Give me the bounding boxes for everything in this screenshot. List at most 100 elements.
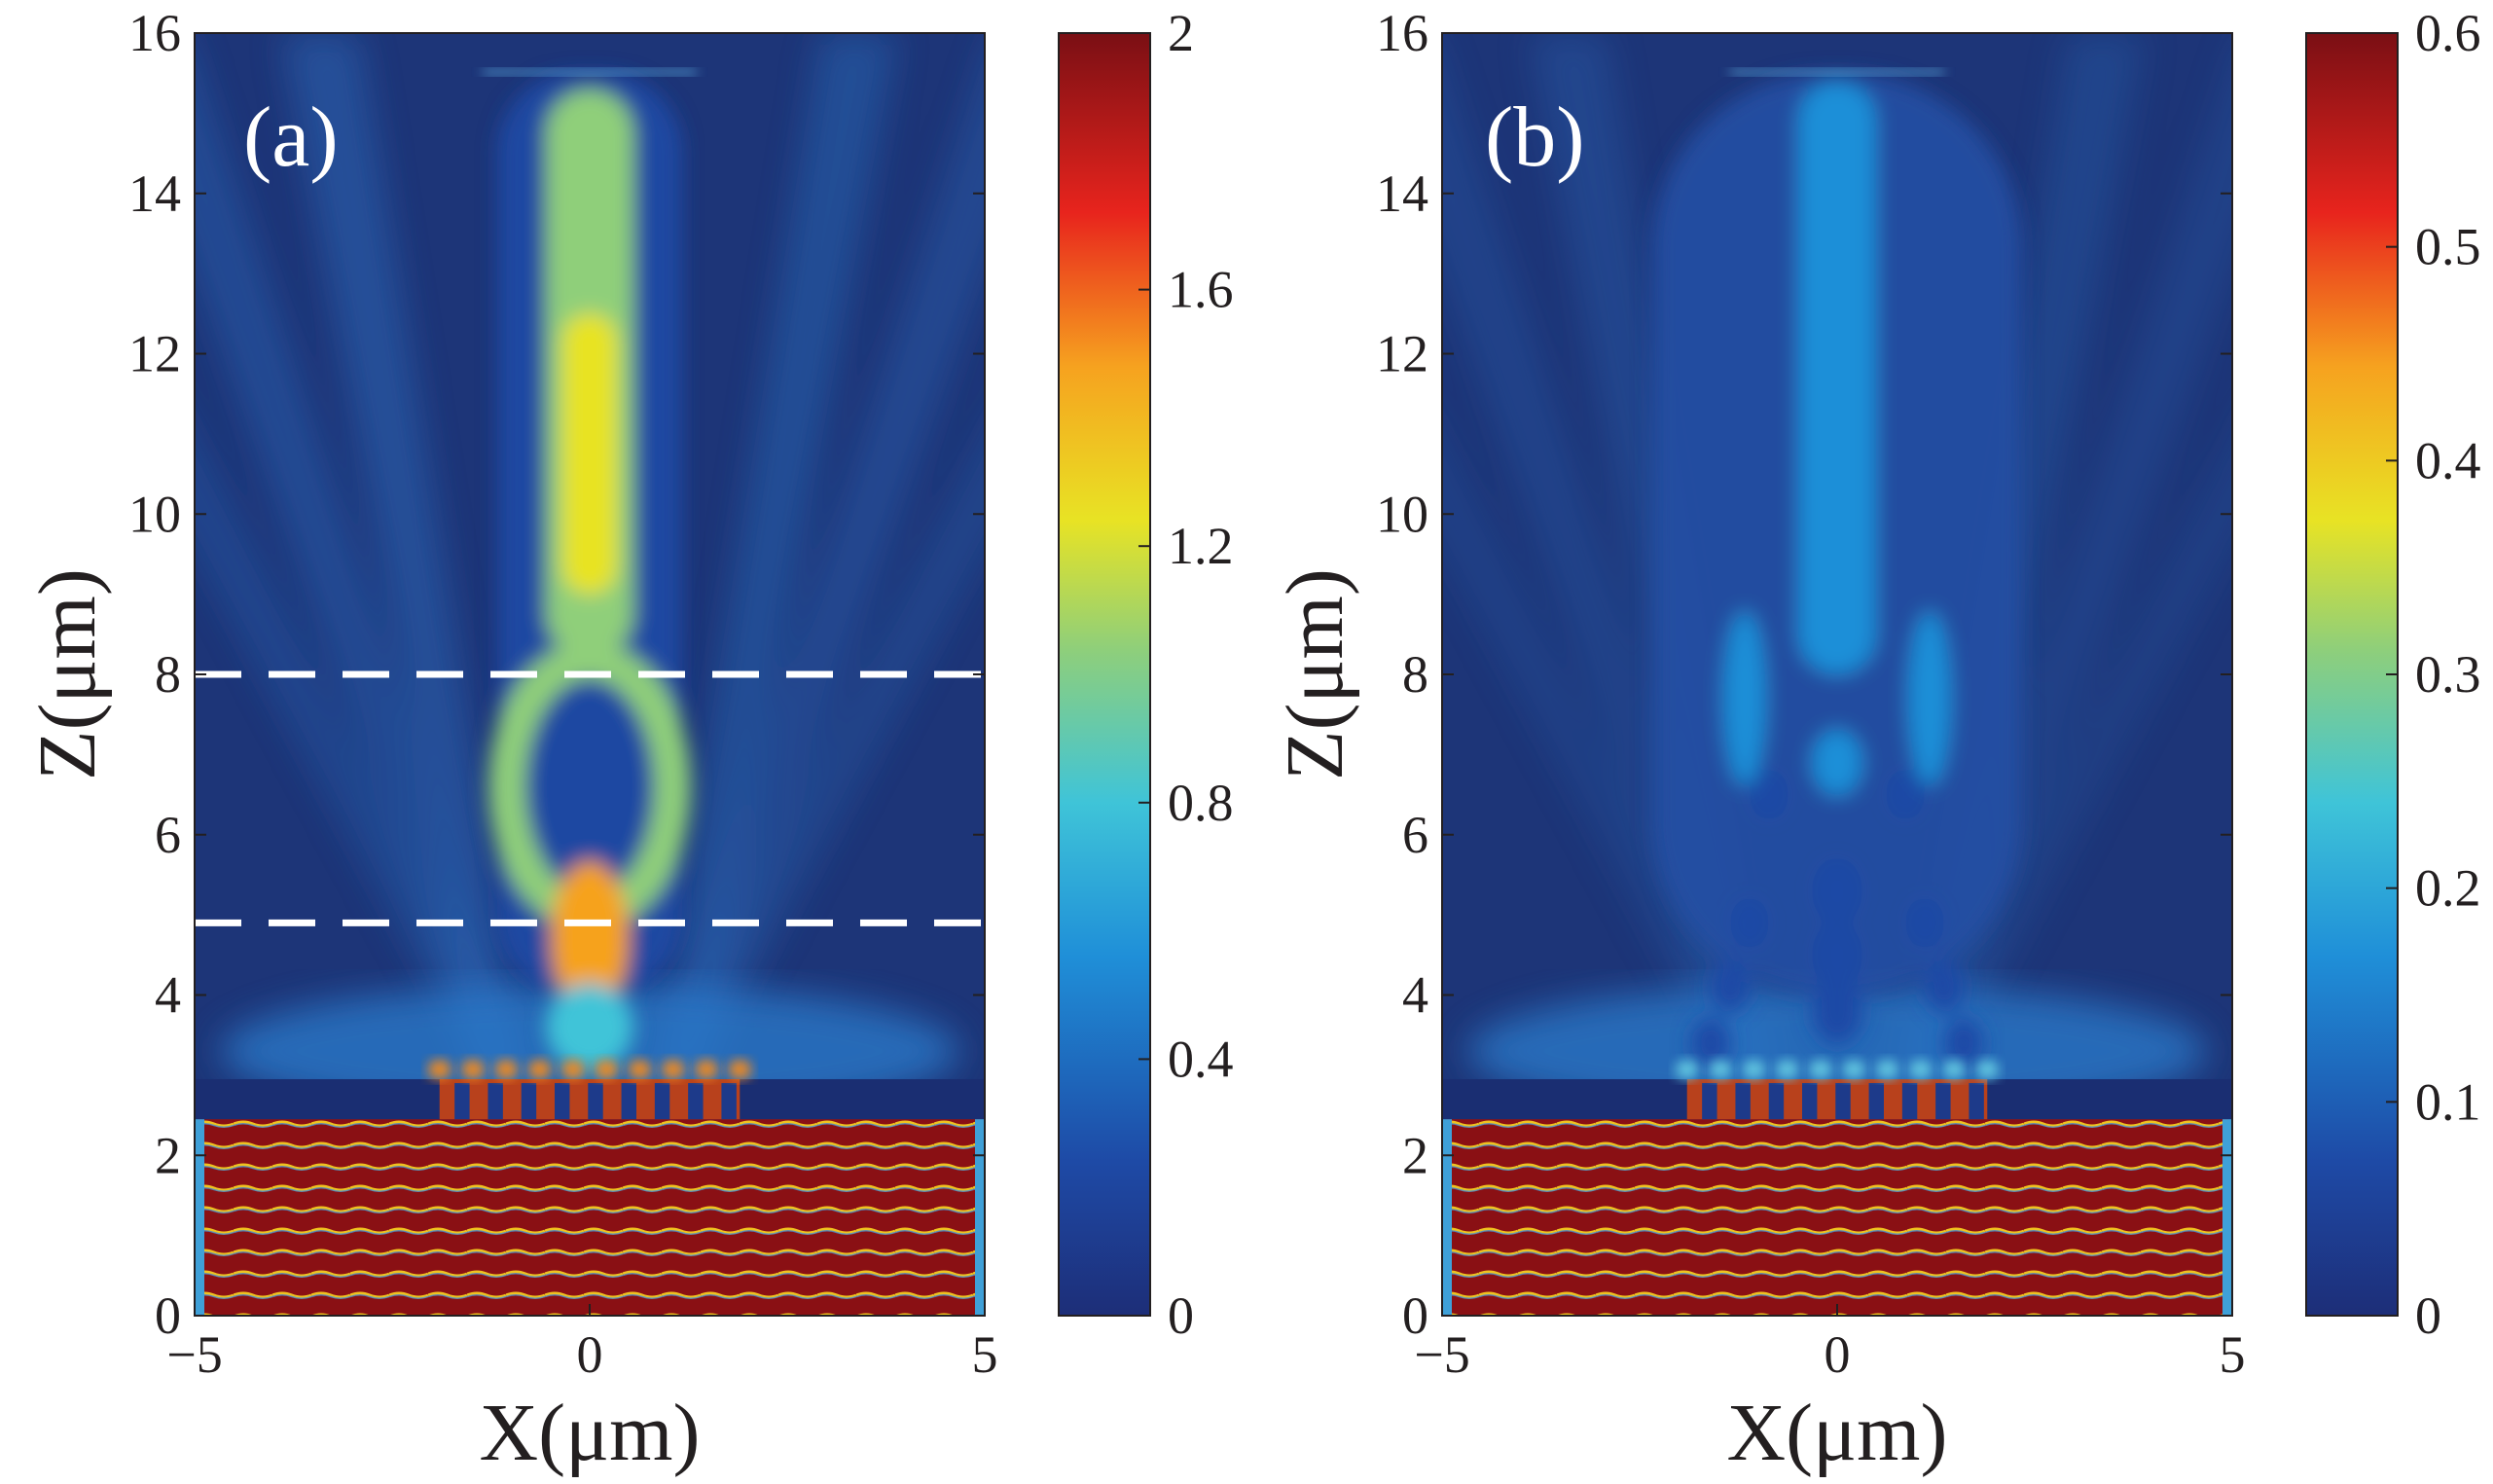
colorbar-tick-label: 0.3 bbox=[2415, 645, 2481, 704]
x-tick-label: −5 bbox=[166, 1325, 222, 1384]
colorbar-tick-label: 0 bbox=[1168, 1286, 1194, 1345]
side-lobe bbox=[1723, 610, 1766, 786]
scatter-spot bbox=[1975, 1059, 2000, 1079]
substrate-region bbox=[1446, 1119, 2228, 1316]
grating-slot bbox=[1702, 1082, 1717, 1120]
substrate-edge-left bbox=[195, 1119, 204, 1316]
colorbar-tick-label: 0.2 bbox=[2415, 859, 2481, 918]
grating-slot bbox=[1735, 1082, 1751, 1120]
grating bbox=[1675, 1059, 2000, 1120]
substrate-edge-right bbox=[2222, 1119, 2232, 1316]
scatter-spot bbox=[1775, 1059, 1799, 1079]
source-edge bbox=[483, 69, 697, 76]
grating-slot bbox=[1935, 1082, 1951, 1120]
colorbar-a: 0 0.4 0.8 1.2 1.6 2 bbox=[1058, 4, 1234, 1345]
colorbar-gradient-b bbox=[2305, 32, 2399, 1317]
y-tick-label: 14 bbox=[1376, 164, 1428, 223]
y-tick-label: 4 bbox=[1402, 966, 1428, 1025]
scatter-spot bbox=[728, 1059, 752, 1079]
panel-label-a: (a) bbox=[243, 90, 339, 185]
scatter-spot bbox=[1908, 1059, 1933, 1079]
scatter-spot bbox=[1875, 1059, 1899, 1079]
interference-spot bbox=[1905, 897, 1944, 949]
colorbar-tick-label: 0.8 bbox=[1168, 774, 1234, 832]
beam-core bbox=[1798, 81, 1876, 675]
focal-spot-core bbox=[572, 905, 607, 972]
grating-slot bbox=[1802, 1082, 1818, 1120]
lower-lobe bbox=[546, 983, 633, 1071]
y-tick-label: 12 bbox=[1376, 325, 1428, 383]
scatter-spot bbox=[527, 1059, 552, 1079]
grating-slot bbox=[654, 1082, 670, 1120]
scatter-spot bbox=[694, 1059, 718, 1079]
grating-slot bbox=[1969, 1082, 1984, 1120]
y-tick-label: 14 bbox=[128, 164, 181, 223]
grating-slot bbox=[588, 1082, 603, 1120]
scatter-spot bbox=[1808, 1059, 1832, 1079]
colorbar-tick-label: 1.6 bbox=[1168, 261, 1234, 319]
grating-slot bbox=[688, 1082, 704, 1120]
scatter-spot bbox=[427, 1059, 452, 1079]
y-tick-label: 10 bbox=[128, 485, 181, 543]
panel-label-b: (b) bbox=[1485, 90, 1585, 185]
heatmap-plot-a bbox=[195, 33, 985, 1316]
x-tick-label: 0 bbox=[577, 1325, 603, 1384]
colorbar-tick-label: 0.5 bbox=[2415, 218, 2481, 276]
scatter-spot bbox=[628, 1059, 652, 1079]
grating-slot bbox=[621, 1082, 636, 1120]
y-tick-label: 8 bbox=[1402, 645, 1428, 704]
grating-slot bbox=[1868, 1082, 1884, 1120]
side-beams bbox=[195, 33, 985, 1079]
y-axis-label-b: Z(μm) bbox=[1270, 568, 1360, 780]
y-tick-label: 0 bbox=[155, 1286, 181, 1345]
grating-slot bbox=[1901, 1082, 1918, 1120]
interference-spot bbox=[1691, 1017, 1730, 1068]
scatter-spot bbox=[461, 1059, 486, 1079]
grating-slot bbox=[1835, 1082, 1851, 1120]
colorbar-gradient-a bbox=[1058, 32, 1151, 1317]
colorbar-tick-label: 0.6 bbox=[2415, 4, 2481, 62]
interference-spot bbox=[1944, 1017, 1983, 1068]
y-tick-label: 4 bbox=[155, 966, 181, 1025]
grating-slot bbox=[488, 1082, 503, 1120]
interference-spot bbox=[1886, 769, 1925, 820]
y-tick-label: 10 bbox=[1376, 485, 1428, 543]
y-tick-label: 6 bbox=[155, 806, 181, 864]
interference-spot bbox=[1711, 961, 1750, 1013]
y-axis-label-a: Z(μm) bbox=[22, 568, 113, 780]
central-beam bbox=[1652, 73, 2022, 1068]
y-tick-label: 2 bbox=[155, 1126, 181, 1184]
colorbar-tick-label: 2 bbox=[1168, 4, 1194, 62]
scatter-spot bbox=[1742, 1059, 1766, 1079]
x-axis-a: −5 0 5 bbox=[166, 1304, 998, 1384]
grating-slot bbox=[1768, 1082, 1785, 1120]
side-beam bbox=[653, 54, 985, 1079]
scatter-spot bbox=[661, 1059, 685, 1079]
side-beam bbox=[281, 33, 526, 1079]
colorbar-tick-label: 0 bbox=[2415, 1286, 2441, 1345]
grating-slot bbox=[721, 1082, 737, 1120]
side-lobe bbox=[1908, 610, 1951, 786]
substrate-edge-right bbox=[975, 1119, 985, 1316]
colorbar-tick-label: 1.2 bbox=[1168, 517, 1234, 575]
y-tick-label: 6 bbox=[1402, 806, 1428, 864]
x-axis-b: −5 0 5 bbox=[1414, 1304, 2246, 1384]
y-tick-label: 2 bbox=[1402, 1126, 1428, 1184]
x-axis-label-a: X(μm) bbox=[480, 1388, 701, 1478]
scatter-spot bbox=[560, 1059, 585, 1079]
y-tick-label: 16 bbox=[1376, 4, 1428, 62]
y-axis-b: 0 2 4 6 8 10 12 14 16 bbox=[1376, 4, 2232, 1345]
y-tick-label: 12 bbox=[128, 325, 181, 383]
y-axis-a: 0 2 4 6 8 10 12 14 16 bbox=[128, 4, 985, 1345]
x-tick-label: −5 bbox=[1414, 1325, 1469, 1384]
x-tick-label: 5 bbox=[2220, 1325, 2246, 1384]
colorbar-b: 0 0.1 0.2 0.3 0.4 0.5 0.6 bbox=[2305, 4, 2481, 1345]
substrate-edge-left bbox=[1442, 1119, 1452, 1316]
scatter-spot bbox=[1941, 1059, 1966, 1079]
y-tick-label: 0 bbox=[1402, 1286, 1428, 1345]
substrate-region bbox=[199, 1119, 981, 1316]
colorbar-tick-label: 0.4 bbox=[1168, 1030, 1234, 1088]
x-tick-label: 0 bbox=[1825, 1325, 1851, 1384]
